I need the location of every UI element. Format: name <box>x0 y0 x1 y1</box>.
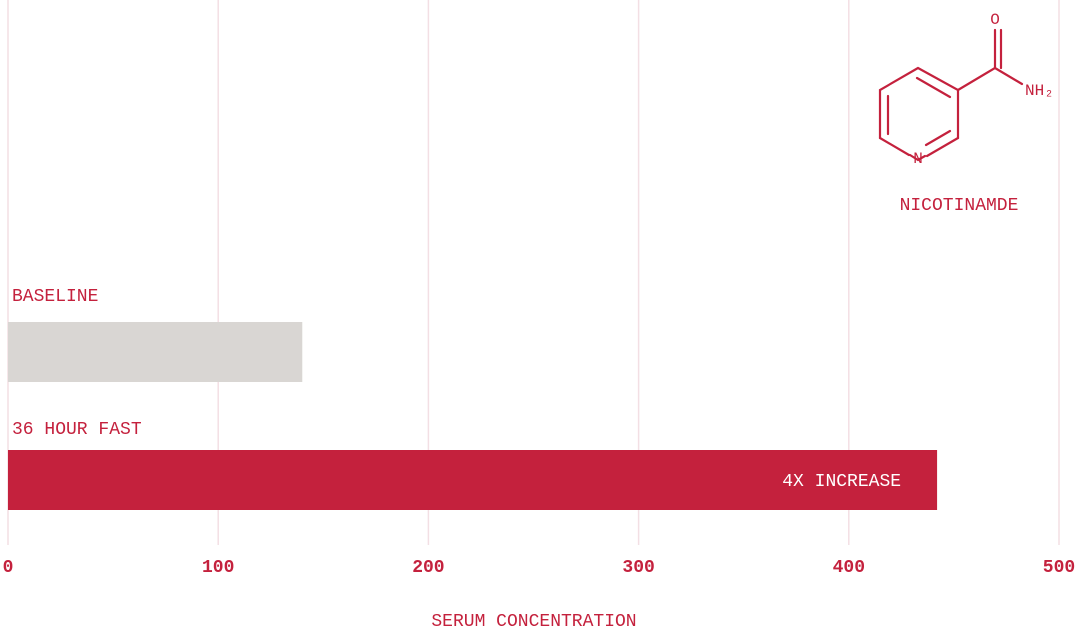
x-tick-label: 300 <box>622 558 654 578</box>
bar <box>8 322 303 382</box>
double-bonds <box>886 76 952 147</box>
amide-bonds <box>956 28 1024 92</box>
x-tick-label: 400 <box>833 558 865 578</box>
molecule-name: NICOTINAMDE <box>900 196 1019 216</box>
molecule-structure: O NH₂ N NICOTINAMDE <box>878 11 1054 216</box>
bar <box>8 450 938 510</box>
ring <box>878 66 960 162</box>
category-label: 36 HOUR FAST <box>12 420 142 440</box>
x-tick-label: 100 <box>202 558 234 578</box>
atom-label: O <box>990 11 1000 29</box>
category-label: BASELINE <box>12 287 98 307</box>
atom-label: NH₂ <box>1025 82 1054 100</box>
annotation: 4X INCREASE <box>782 472 901 492</box>
atom-label: N <box>913 150 923 168</box>
x-axis-label: SERUM CONCENTRATION <box>431 612 636 632</box>
ring-bonds <box>878 136 960 158</box>
x-tick-label: 0 <box>3 558 14 578</box>
x-tick-label: 200 <box>412 558 444 578</box>
x-tick-label: 500 <box>1043 558 1075 578</box>
